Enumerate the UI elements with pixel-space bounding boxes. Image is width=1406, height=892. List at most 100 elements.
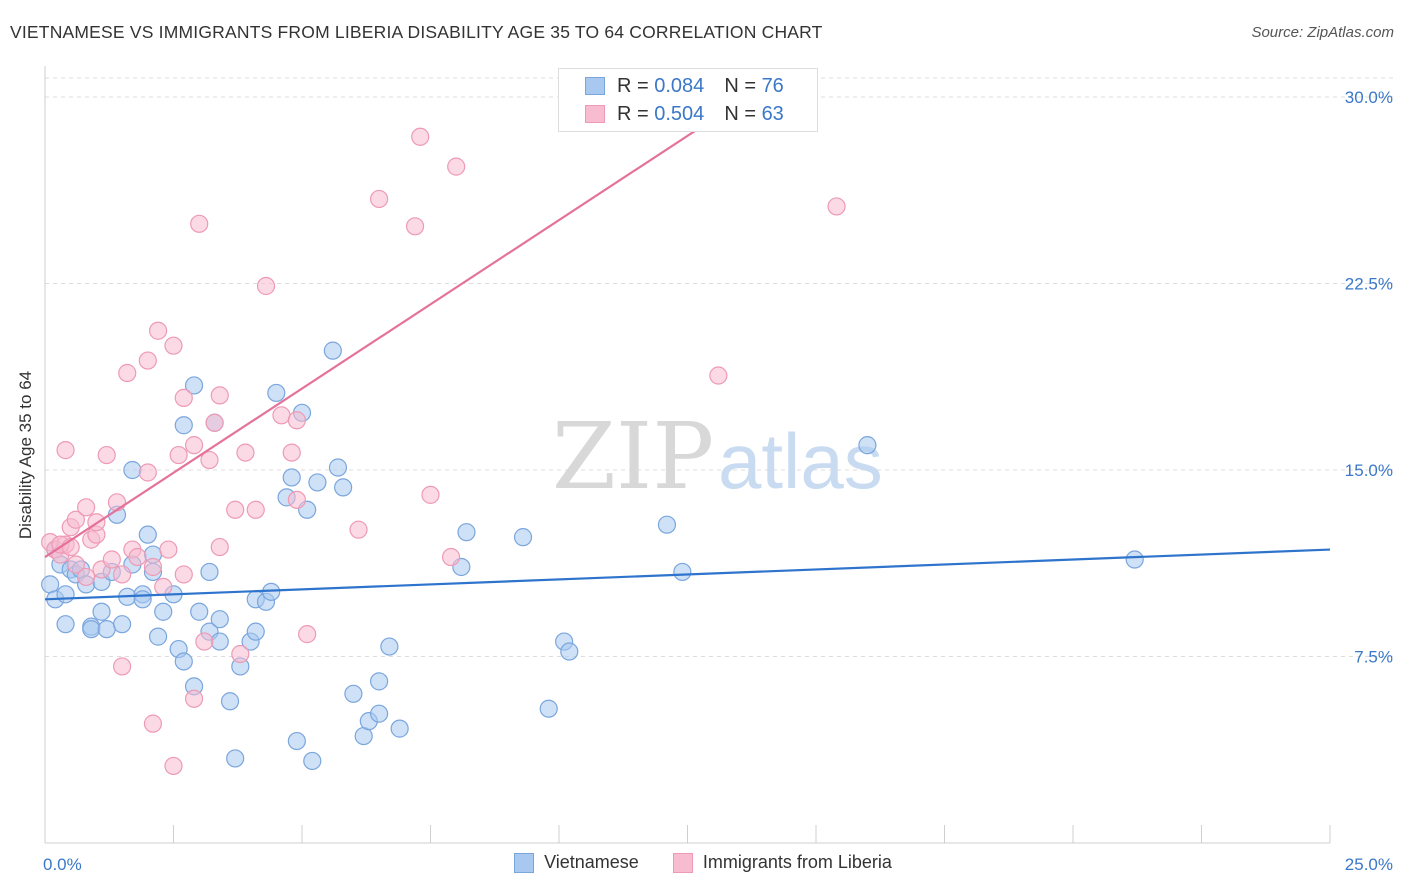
data-point (164, 336, 183, 355)
data-point (441, 547, 461, 567)
data-point (56, 615, 75, 634)
x-tick-label: 0.0% (43, 855, 82, 874)
data-point (190, 214, 209, 233)
legend-item-vietnamese[interactable]: Vietnamese (514, 852, 639, 873)
data-point (112, 565, 132, 584)
data-point (174, 388, 193, 407)
data-point (457, 523, 476, 542)
data-point (560, 642, 579, 661)
data-point (184, 436, 204, 455)
trend-line (44, 548, 1331, 601)
data-point (282, 443, 301, 462)
data-point (390, 719, 409, 738)
data-point (77, 567, 96, 587)
data-point (107, 493, 127, 512)
data-point (133, 590, 152, 609)
data-point (56, 441, 75, 460)
data-point (92, 602, 111, 621)
data-point (174, 652, 193, 671)
legend-swatch-blue (514, 852, 535, 873)
data-point (334, 478, 353, 497)
series-legend: Vietnamese Immigrants from Liberia (0, 852, 1406, 873)
legend-row-liberia: R = 0.504 N = 63 (585, 101, 784, 127)
data-point (272, 406, 291, 425)
watermark-zip: ZIP (552, 403, 714, 510)
watermark-atlas: atlas (718, 417, 883, 505)
data-point (303, 751, 322, 771)
data-point (411, 127, 430, 146)
legend-r-label: R = (617, 102, 655, 125)
data-point (112, 657, 132, 676)
trend-lines (44, 77, 1331, 601)
data-point (174, 565, 193, 584)
data-point (709, 366, 728, 385)
chart-title: VIETNAMESE VS IMMIGRANTS FROM LIBERIA DI… (10, 22, 823, 42)
data-point (349, 520, 368, 539)
data-point (231, 644, 250, 664)
data-point (102, 550, 121, 569)
legend-label-vietnamese: Vietnamese (544, 852, 639, 872)
data-point (370, 189, 389, 209)
data-point (195, 632, 214, 651)
data-point (159, 540, 178, 559)
data-point (226, 500, 245, 519)
data-point (143, 557, 163, 577)
data-point (82, 620, 101, 639)
legend-r-value: 0.084 (654, 74, 705, 97)
data-point (148, 627, 168, 646)
data-point (344, 684, 363, 703)
data-point (56, 585, 75, 604)
data-point (246, 500, 265, 519)
y-axis-label: Disability Age 35 to 64 (16, 370, 35, 540)
source-credit: Source: ZipAtlas.com (1251, 24, 1394, 41)
y-tick-label: 22.5% (1345, 275, 1393, 294)
data-point (210, 386, 229, 405)
data-point (138, 351, 157, 370)
data-point (236, 443, 255, 462)
trend-line (44, 77, 777, 558)
data-point (200, 450, 219, 470)
data-point (827, 197, 846, 216)
y-tick-label: 30.0% (1345, 88, 1393, 107)
data-point (154, 577, 173, 596)
data-point (226, 749, 245, 768)
tick-labels: 7.5% 15.0% 22.5% 30.0% 0.0% 25.0% (43, 88, 1393, 874)
data-point (112, 615, 132, 634)
legend-item-liberia[interactable]: Immigrants from Liberia (672, 852, 892, 873)
data-point (154, 602, 173, 621)
y-tick-label: 15.0% (1345, 461, 1393, 480)
data-point (184, 376, 204, 395)
data-point (380, 637, 399, 656)
series-immigrants-from-liberia (41, 127, 846, 776)
data-point (97, 620, 116, 639)
data-point (657, 515, 677, 534)
axes (44, 66, 1330, 844)
data-point (267, 383, 286, 403)
data-point (370, 672, 389, 691)
data-point (421, 485, 440, 504)
y-tick-label: 7.5% (1354, 648, 1393, 667)
data-point (164, 756, 183, 776)
legend-swatch-pink (672, 852, 693, 873)
data-point (513, 528, 533, 547)
data-point (673, 562, 692, 582)
data-point (858, 436, 877, 455)
data-point (1125, 550, 1144, 569)
data-point (148, 321, 168, 340)
data-point (138, 463, 157, 482)
legend-n-label: N = (724, 102, 762, 125)
data-point (210, 537, 229, 557)
data-point (298, 625, 317, 644)
legend-swatch-blue (585, 77, 605, 95)
data-point (128, 547, 147, 567)
data-point (323, 341, 342, 360)
data-point (256, 276, 276, 296)
data-point (287, 731, 306, 751)
legend-n-value: 63 (761, 102, 784, 125)
data-point (282, 468, 301, 487)
data-point (328, 458, 348, 477)
data-point (210, 632, 229, 651)
legend-label-liberia: Immigrants from Liberia (702, 852, 892, 872)
data-point (190, 602, 209, 621)
